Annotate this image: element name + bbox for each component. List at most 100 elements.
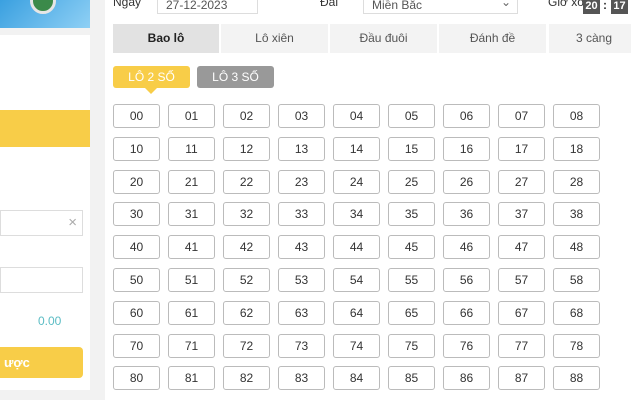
number-cell-40[interactable]: 40 — [113, 235, 160, 260]
number-cell-52[interactable]: 52 — [223, 268, 270, 292]
number-cell-58[interactable]: 58 — [553, 268, 600, 292]
number-cell-18[interactable]: 18 — [553, 136, 600, 161]
number-cell-80[interactable]: 80 — [113, 366, 160, 391]
number-cell-82[interactable]: 82 — [223, 366, 270, 391]
number-cell-83[interactable]: 83 — [278, 366, 325, 391]
number-cell-04[interactable]: 04 — [333, 104, 380, 128]
number-cell-45[interactable]: 45 — [388, 235, 435, 260]
bet-slip-header — [0, 110, 90, 147]
number-cell-73[interactable]: 73 — [278, 333, 325, 358]
tab-đánh-đề[interactable]: Đánh đề — [439, 24, 546, 53]
number-cell-75[interactable]: 75 — [388, 333, 435, 358]
subtab-lo-2-so[interactable]: LÔ 2 SỐ — [113, 66, 190, 88]
number-cell-02[interactable]: 02 — [223, 104, 270, 128]
place-bet-button[interactable]: ược — [0, 347, 83, 378]
number-cell-87[interactable]: 87 — [498, 366, 545, 391]
number-cell-48[interactable]: 48 — [553, 235, 600, 260]
numbers-input[interactable]: × — [0, 210, 83, 236]
number-cell-36[interactable]: 36 — [443, 202, 490, 227]
number-cell-16[interactable]: 16 — [443, 136, 490, 161]
number-cell-23[interactable]: 23 — [278, 169, 325, 194]
number-cell-64[interactable]: 64 — [333, 300, 380, 325]
number-cell-01[interactable]: 01 — [168, 104, 215, 128]
bet-amount-input[interactable] — [0, 267, 83, 293]
tab-bao-lô[interactable]: Bao lô — [113, 24, 219, 53]
number-cell-26[interactable]: 26 — [443, 169, 490, 194]
number-cell-56[interactable]: 56 — [443, 268, 490, 292]
number-cell-25[interactable]: 25 — [388, 169, 435, 194]
number-cell-47[interactable]: 47 — [498, 235, 545, 260]
number-cell-10[interactable]: 10 — [113, 136, 160, 161]
number-cell-21[interactable]: 21 — [168, 169, 215, 194]
number-cell-05[interactable]: 05 — [388, 104, 435, 128]
number-cell-84[interactable]: 84 — [333, 366, 380, 391]
tab-3-càng[interactable]: 3 càng — [549, 24, 631, 53]
number-cell-55[interactable]: 55 — [388, 268, 435, 292]
number-cell-38[interactable]: 38 — [553, 202, 600, 227]
total-amount: 0.00 — [38, 314, 62, 328]
number-cell-42[interactable]: 42 — [223, 235, 270, 260]
number-cell-24[interactable]: 24 — [333, 169, 380, 194]
number-cell-70[interactable]: 70 — [113, 333, 160, 358]
number-cell-30[interactable]: 30 — [113, 202, 160, 227]
number-cell-65[interactable]: 65 — [388, 300, 435, 325]
number-cell-53[interactable]: 53 — [278, 268, 325, 292]
number-cell-86[interactable]: 86 — [443, 366, 490, 391]
number-cell-68[interactable]: 68 — [553, 300, 600, 325]
chevron-down-icon: ⌄ — [500, 0, 511, 9]
number-cell-61[interactable]: 61 — [168, 300, 215, 325]
number-cell-27[interactable]: 27 — [498, 169, 545, 194]
number-cell-81[interactable]: 81 — [168, 366, 215, 391]
number-cell-72[interactable]: 72 — [223, 333, 270, 358]
number-cell-11[interactable]: 11 — [168, 136, 215, 161]
number-cell-60[interactable]: 60 — [113, 300, 160, 325]
number-cell-33[interactable]: 33 — [278, 202, 325, 227]
number-cell-77[interactable]: 77 — [498, 333, 545, 358]
number-cell-66[interactable]: 66 — [443, 300, 490, 325]
number-cell-44[interactable]: 44 — [333, 235, 380, 260]
number-cell-62[interactable]: 62 — [223, 300, 270, 325]
station-select[interactable]: Miền Bắc ⌄ — [363, 0, 518, 14]
clear-icon[interactable]: × — [68, 214, 77, 231]
main-panel — [105, 0, 631, 400]
number-cell-03[interactable]: 03 — [278, 104, 325, 128]
tab-lô-xiên[interactable]: Lô xiên — [221, 24, 328, 53]
number-cell-63[interactable]: 63 — [278, 300, 325, 325]
number-cell-88[interactable]: 88 — [553, 366, 600, 391]
number-cell-43[interactable]: 43 — [278, 235, 325, 260]
number-cell-76[interactable]: 76 — [443, 333, 490, 358]
number-cell-37[interactable]: 37 — [498, 202, 545, 227]
number-cell-20[interactable]: 20 — [113, 169, 160, 194]
date-input[interactable]: 27-12-2023 — [157, 0, 258, 14]
number-cell-67[interactable]: 67 — [498, 300, 545, 325]
number-cell-15[interactable]: 15 — [388, 136, 435, 161]
number-cell-85[interactable]: 85 — [388, 366, 435, 391]
number-cell-71[interactable]: 71 — [168, 333, 215, 358]
number-cell-51[interactable]: 51 — [168, 268, 215, 292]
number-cell-06[interactable]: 06 — [443, 104, 490, 128]
subtab-lo-3-so[interactable]: LÔ 3 SỐ — [197, 66, 274, 88]
date-label: Ngày — [113, 0, 142, 9]
number-cell-14[interactable]: 14 — [333, 136, 380, 161]
number-cell-12[interactable]: 12 — [223, 136, 270, 161]
number-cell-08[interactable]: 08 — [553, 104, 600, 128]
number-cell-28[interactable]: 28 — [553, 169, 600, 194]
number-cell-35[interactable]: 35 — [388, 202, 435, 227]
number-cell-22[interactable]: 22 — [223, 169, 270, 194]
number-cell-57[interactable]: 57 — [498, 268, 545, 292]
number-cell-46[interactable]: 46 — [443, 235, 490, 260]
number-cell-74[interactable]: 74 — [333, 333, 380, 358]
number-cell-41[interactable]: 41 — [168, 235, 215, 260]
number-cell-00[interactable]: 00 — [113, 104, 160, 128]
number-cell-34[interactable]: 34 — [333, 202, 380, 227]
tab-đầu-đuôi[interactable]: Đầu đuôi — [330, 24, 437, 53]
number-cell-13[interactable]: 13 — [278, 136, 325, 161]
number-cell-54[interactable]: 54 — [333, 268, 380, 292]
promo-banner[interactable] — [0, 0, 90, 28]
number-cell-50[interactable]: 50 — [113, 268, 160, 292]
number-cell-32[interactable]: 32 — [223, 202, 270, 227]
number-cell-07[interactable]: 07 — [498, 104, 545, 128]
number-cell-31[interactable]: 31 — [168, 202, 215, 227]
number-cell-78[interactable]: 78 — [553, 333, 600, 358]
number-cell-17[interactable]: 17 — [498, 136, 545, 161]
